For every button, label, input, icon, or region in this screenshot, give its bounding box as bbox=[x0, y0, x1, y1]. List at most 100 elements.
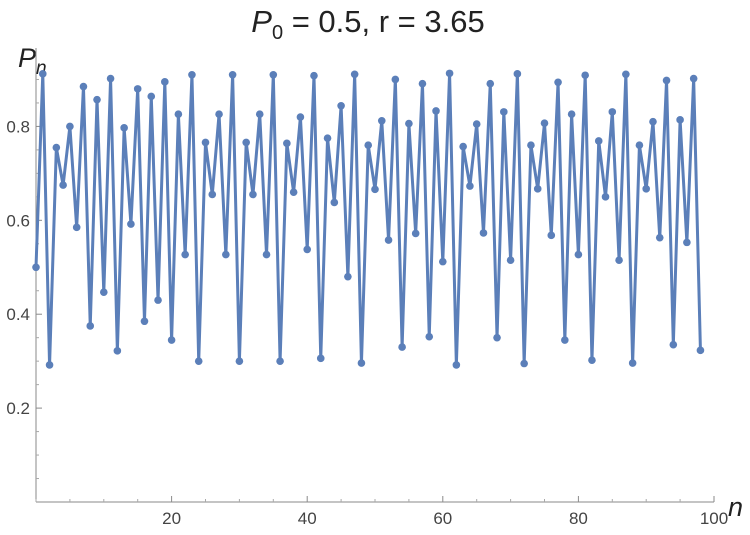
data-point bbox=[493, 333, 501, 342]
data-point bbox=[66, 122, 74, 131]
data-point bbox=[486, 79, 495, 88]
data-point bbox=[222, 250, 230, 259]
data-point bbox=[459, 142, 467, 151]
data-point bbox=[662, 76, 671, 85]
data-point bbox=[472, 120, 481, 128]
data-point bbox=[323, 134, 332, 142]
data-point bbox=[547, 231, 556, 240]
data-point bbox=[479, 229, 488, 237]
y-axis-label: Pn bbox=[18, 43, 47, 79]
chart-title-sub: 0 bbox=[272, 22, 283, 44]
data-point bbox=[411, 229, 420, 238]
data-point bbox=[452, 361, 461, 369]
data-point bbox=[364, 141, 373, 149]
data-point bbox=[276, 357, 284, 365]
data-point bbox=[79, 82, 88, 91]
data-point bbox=[533, 185, 542, 193]
data-point bbox=[100, 288, 108, 296]
data-point bbox=[405, 119, 413, 128]
series-line bbox=[34, 71, 702, 367]
x-axis-label: n bbox=[728, 492, 743, 522]
data-point bbox=[330, 198, 339, 207]
data-point bbox=[269, 70, 278, 79]
data-point bbox=[357, 359, 366, 367]
data-point bbox=[445, 69, 454, 78]
data-point bbox=[676, 116, 684, 124]
data-point bbox=[72, 223, 81, 232]
data-point bbox=[344, 272, 352, 281]
data-point bbox=[228, 70, 237, 79]
data-point bbox=[500, 108, 508, 116]
data-point bbox=[377, 116, 386, 125]
data-point bbox=[594, 137, 603, 145]
chart-title: P0 = 0.5, r = 3.65 bbox=[251, 4, 484, 44]
x-tick-label: 80 bbox=[569, 509, 588, 528]
data-point bbox=[554, 78, 562, 87]
data-point bbox=[201, 138, 210, 147]
data-point bbox=[371, 185, 379, 194]
data-point bbox=[439, 257, 447, 266]
data-point bbox=[194, 357, 203, 365]
data-point bbox=[38, 70, 47, 78]
data-point bbox=[215, 110, 223, 119]
data-point bbox=[588, 356, 596, 365]
data-point bbox=[262, 250, 271, 259]
data-point bbox=[520, 359, 528, 368]
data-point bbox=[45, 361, 54, 369]
data-point bbox=[167, 336, 176, 344]
data-point bbox=[296, 113, 305, 121]
data-point bbox=[649, 117, 657, 126]
data-point bbox=[316, 354, 325, 363]
data-point bbox=[181, 250, 189, 259]
data-point bbox=[642, 185, 650, 193]
data-point bbox=[432, 107, 440, 115]
data-point bbox=[350, 70, 359, 79]
data-point bbox=[689, 74, 698, 83]
data-point bbox=[466, 182, 474, 190]
data-point bbox=[513, 70, 522, 78]
data-point bbox=[113, 347, 122, 355]
data-point bbox=[52, 143, 61, 152]
data-point bbox=[255, 110, 264, 119]
data-point bbox=[391, 75, 400, 84]
data-point bbox=[527, 141, 535, 149]
ticks: 20 40 60 80 100 0.2 0.4 0.6 0.8 bbox=[6, 78, 728, 528]
data-point bbox=[208, 190, 217, 199]
x-tick-label: 60 bbox=[433, 509, 452, 528]
data-point bbox=[615, 256, 623, 265]
x-tick-label: 20 bbox=[162, 509, 181, 528]
data-point bbox=[628, 359, 637, 367]
data-point bbox=[235, 357, 244, 365]
data-point bbox=[289, 188, 298, 196]
chart-title-rest: = 0.5, r = 3.65 bbox=[283, 4, 485, 39]
data-point bbox=[283, 139, 291, 148]
x-tick-label: 100 bbox=[700, 509, 728, 528]
data-point bbox=[174, 110, 183, 119]
data-point bbox=[425, 332, 434, 341]
y-tick-label: 0.4 bbox=[6, 305, 30, 324]
data-point bbox=[93, 95, 101, 104]
data-point bbox=[154, 296, 162, 304]
data-point bbox=[310, 71, 318, 80]
data-point bbox=[608, 108, 617, 116]
data-point bbox=[249, 190, 257, 199]
series-group bbox=[32, 69, 705, 369]
data-point bbox=[635, 141, 644, 149]
x-tick-label: 40 bbox=[298, 509, 317, 528]
data-point bbox=[574, 250, 583, 259]
data-point bbox=[106, 74, 115, 83]
data-point bbox=[669, 340, 678, 349]
data-point bbox=[561, 336, 569, 344]
data-point bbox=[581, 71, 589, 80]
data-point bbox=[140, 317, 149, 326]
data-point bbox=[127, 220, 135, 228]
data-point bbox=[32, 263, 40, 272]
y-axis-label-sub: n bbox=[36, 58, 47, 79]
y-tick-label: 0.2 bbox=[6, 399, 30, 418]
data-point bbox=[622, 70, 630, 79]
data-point bbox=[601, 193, 610, 201]
data-point bbox=[147, 92, 156, 101]
data-point bbox=[655, 233, 664, 242]
data-point bbox=[398, 343, 406, 351]
